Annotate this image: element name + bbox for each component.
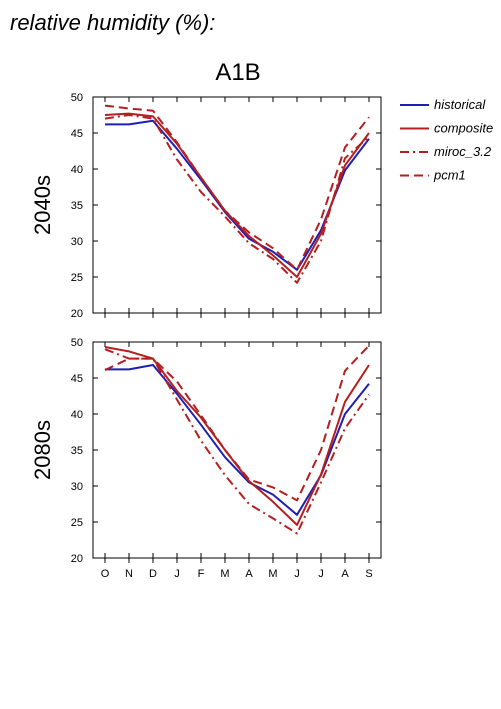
series-line-miroc-3-2 [104, 114, 370, 284]
figure-title: relative humidity (%): [10, 10, 215, 35]
legend-label: pcm1 [433, 168, 466, 183]
y-tick-label: 50 [71, 337, 83, 349]
series-line-composite [104, 346, 370, 526]
x-tick-label: O [101, 568, 110, 580]
x-tick-label: N [125, 568, 133, 580]
legend-label: miroc_3.2 [434, 144, 492, 159]
y-tick-label: 25 [71, 517, 83, 529]
y-tick-label: 45 [71, 373, 83, 385]
series-line-historical [105, 119, 370, 271]
scenario-label: A1B [215, 59, 260, 86]
series-line-historical [105, 364, 370, 516]
y-tick-label: 30 [71, 481, 83, 493]
legend-item: miroc_3.2 [400, 144, 492, 159]
series-line-composite [104, 112, 370, 278]
x-tick-label: A [245, 568, 253, 580]
x-tick-label: A [341, 568, 349, 580]
series-line-miroc-3-2 [104, 348, 370, 535]
panel-label: 2080s [30, 420, 55, 480]
panel-2040s: 20 25 30 35 40 45 50 2040s [30, 92, 382, 320]
series-line-pcm1 [104, 344, 370, 502]
plot-frame [92, 341, 382, 559]
legend-item: pcm1 [400, 168, 466, 183]
y-tick-label: 35 [71, 200, 83, 212]
y-tick-label: 30 [71, 236, 83, 248]
y-tick-label: 40 [71, 164, 83, 176]
legend-label: historical [434, 97, 486, 112]
y-tick-label: 35 [71, 445, 83, 457]
panel-label: 2040s [30, 175, 55, 235]
x-tick-label: S [365, 568, 372, 580]
legend: historical composite miroc_3.2 pcm1 [400, 97, 493, 183]
x-tick-label: J [294, 568, 300, 580]
series-line-pcm1 [104, 104, 370, 271]
y-tick-label: 20 [71, 553, 83, 565]
legend-item: composite [400, 121, 493, 136]
y-tick-label: 20 [71, 308, 83, 320]
panels: 20 25 30 35 40 45 50 2040s 20 25 30 35 40 45 50 O N D J F M A… [30, 92, 382, 580]
x-tick-label: J [318, 568, 324, 580]
plot-frame [92, 96, 382, 314]
y-tick-label: 40 [71, 409, 83, 421]
legend-item: historical [400, 97, 486, 112]
y-tick-label: 50 [71, 92, 83, 104]
y-tick-label: 25 [71, 272, 83, 284]
x-tick-label: M [220, 568, 229, 580]
x-tick-label: J [174, 568, 180, 580]
legend-label: composite [434, 121, 493, 136]
x-tick-label: M [268, 568, 277, 580]
panel-2080s: 20 25 30 35 40 45 50 O N D J F M A M J J A S 2080s [30, 337, 382, 580]
x-tick-label: D [149, 568, 157, 580]
y-tick-label: 45 [71, 128, 83, 140]
x-tick-label: F [198, 568, 205, 580]
